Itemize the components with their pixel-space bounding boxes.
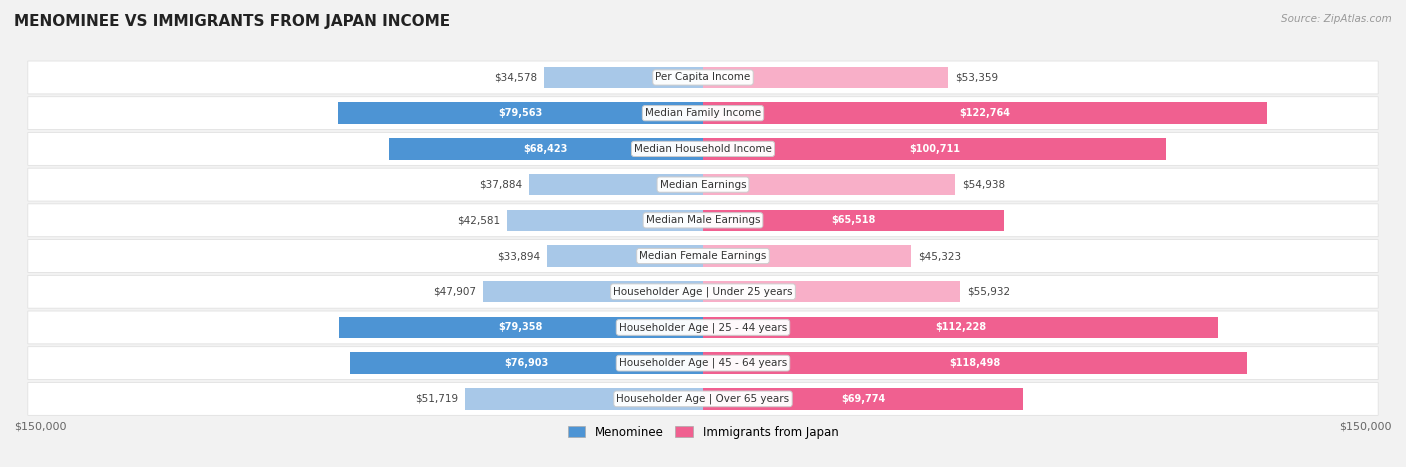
Text: $34,578: $34,578 — [494, 72, 537, 83]
Text: Householder Age | 45 - 64 years: Householder Age | 45 - 64 years — [619, 358, 787, 368]
Bar — [703, 281, 960, 303]
Text: Per Capita Income: Per Capita Income — [655, 72, 751, 83]
FancyBboxPatch shape — [28, 347, 1378, 380]
Text: $68,423: $68,423 — [523, 144, 568, 154]
FancyBboxPatch shape — [28, 382, 1378, 415]
Text: Median Female Earnings: Median Female Earnings — [640, 251, 766, 261]
Bar — [703, 174, 955, 195]
Bar — [703, 138, 1166, 160]
Text: Householder Age | Under 25 years: Householder Age | Under 25 years — [613, 286, 793, 297]
Bar — [465, 388, 703, 410]
Bar — [547, 245, 703, 267]
Bar — [339, 317, 703, 338]
FancyBboxPatch shape — [28, 133, 1378, 165]
Bar — [529, 174, 703, 195]
Bar — [508, 210, 703, 231]
Bar — [703, 102, 1267, 124]
Text: $47,907: $47,907 — [433, 287, 477, 297]
Text: $100,711: $100,711 — [908, 144, 960, 154]
Text: $65,518: $65,518 — [831, 215, 876, 225]
Text: $118,498: $118,498 — [949, 358, 1001, 368]
Text: $112,228: $112,228 — [935, 322, 986, 333]
Text: Householder Age | 25 - 44 years: Householder Age | 25 - 44 years — [619, 322, 787, 333]
Text: $42,581: $42,581 — [457, 215, 501, 225]
Text: Median Household Income: Median Household Income — [634, 144, 772, 154]
FancyBboxPatch shape — [28, 311, 1378, 344]
Bar — [703, 388, 1024, 410]
Text: $79,358: $79,358 — [499, 322, 543, 333]
Bar — [703, 317, 1219, 338]
FancyBboxPatch shape — [28, 61, 1378, 94]
FancyBboxPatch shape — [28, 204, 1378, 237]
Bar — [703, 353, 1247, 374]
Bar — [544, 67, 703, 88]
Bar — [337, 102, 703, 124]
Text: $51,719: $51,719 — [415, 394, 458, 404]
Text: $76,903: $76,903 — [505, 358, 548, 368]
Bar — [703, 245, 911, 267]
FancyBboxPatch shape — [28, 276, 1378, 308]
Bar — [484, 281, 703, 303]
Bar — [388, 138, 703, 160]
Text: $45,323: $45,323 — [918, 251, 962, 261]
Text: $53,359: $53,359 — [955, 72, 998, 83]
Text: $150,000: $150,000 — [14, 421, 66, 431]
Text: $54,938: $54,938 — [962, 180, 1005, 190]
Text: $79,563: $79,563 — [498, 108, 543, 118]
Bar — [703, 67, 948, 88]
FancyBboxPatch shape — [28, 168, 1378, 201]
Text: MENOMINEE VS IMMIGRANTS FROM JAPAN INCOME: MENOMINEE VS IMMIGRANTS FROM JAPAN INCOM… — [14, 14, 450, 29]
Text: $69,774: $69,774 — [841, 394, 886, 404]
Text: Median Earnings: Median Earnings — [659, 180, 747, 190]
Legend: Menominee, Immigrants from Japan: Menominee, Immigrants from Japan — [562, 421, 844, 444]
Text: Median Family Income: Median Family Income — [645, 108, 761, 118]
Bar — [703, 210, 1004, 231]
Text: $55,932: $55,932 — [967, 287, 1010, 297]
Text: $150,000: $150,000 — [1340, 421, 1392, 431]
Text: $37,884: $37,884 — [479, 180, 522, 190]
Text: Source: ZipAtlas.com: Source: ZipAtlas.com — [1281, 14, 1392, 24]
FancyBboxPatch shape — [28, 240, 1378, 272]
FancyBboxPatch shape — [28, 97, 1378, 130]
Bar — [350, 353, 703, 374]
Text: $122,764: $122,764 — [959, 108, 1011, 118]
Text: Median Male Earnings: Median Male Earnings — [645, 215, 761, 225]
Text: Householder Age | Over 65 years: Householder Age | Over 65 years — [616, 394, 790, 404]
Text: $33,894: $33,894 — [498, 251, 540, 261]
